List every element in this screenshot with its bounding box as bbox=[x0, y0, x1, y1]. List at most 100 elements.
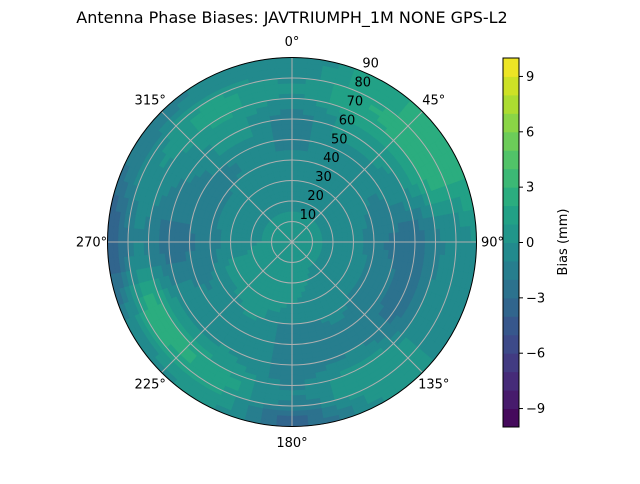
contour-cell bbox=[205, 234, 210, 242]
colorbar-tick-label: −3 bbox=[526, 291, 545, 306]
contour-cell bbox=[425, 242, 431, 254]
colorbar-label: Bias (mm) bbox=[556, 209, 571, 276]
contour-cell bbox=[292, 319, 299, 324]
angular-tick-label: 270° bbox=[76, 236, 107, 251]
contour-cell bbox=[284, 329, 292, 334]
contour-cell bbox=[210, 235, 215, 242]
contour-cell bbox=[279, 390, 292, 396]
contour-cell bbox=[280, 375, 292, 381]
colorbar-tick-label: 9 bbox=[526, 70, 534, 85]
contour-cell bbox=[440, 242, 446, 255]
contour-cell bbox=[292, 410, 307, 416]
radial-tick-label: 70 bbox=[347, 94, 364, 109]
contour-cell bbox=[353, 242, 358, 248]
colorbar-band bbox=[503, 279, 519, 298]
colorbar-band bbox=[503, 150, 519, 169]
contour-cell bbox=[284, 334, 292, 339]
contour-cell bbox=[369, 242, 374, 249]
contour-cell bbox=[282, 124, 292, 130]
radial-tick-label: 50 bbox=[331, 132, 348, 147]
contour-cell bbox=[292, 354, 302, 360]
contour-cell bbox=[286, 303, 292, 308]
colorbar-tick-label: 6 bbox=[526, 125, 534, 140]
contour-cell bbox=[154, 230, 160, 242]
contour-cell bbox=[292, 293, 297, 298]
polar-grid bbox=[108, 58, 477, 427]
contour-cell bbox=[379, 242, 384, 250]
contour-cell bbox=[285, 165, 292, 170]
colorbar-band bbox=[503, 353, 519, 372]
contour-cell bbox=[292, 390, 305, 396]
contour-cell bbox=[292, 303, 298, 308]
angular-tick-label: 315° bbox=[135, 94, 166, 109]
contour-cell bbox=[283, 339, 292, 344]
colorbar-band bbox=[503, 187, 519, 206]
angular-tick-label: 225° bbox=[135, 377, 166, 392]
contour-cell bbox=[231, 242, 236, 247]
colorbar-band bbox=[503, 58, 519, 77]
contour-cell bbox=[292, 395, 306, 401]
radial-tick-label: 30 bbox=[315, 170, 332, 185]
contour-cell bbox=[292, 370, 304, 376]
contour-cell bbox=[287, 298, 292, 303]
contour-cell bbox=[284, 150, 292, 155]
radial-tick-label: 20 bbox=[307, 189, 324, 204]
colorbar-band bbox=[503, 243, 519, 262]
contour-cell bbox=[358, 236, 363, 242]
colorbar-band bbox=[503, 372, 519, 391]
contour-cell bbox=[284, 145, 292, 150]
contour-cell bbox=[425, 230, 431, 242]
colorbar-band bbox=[503, 169, 519, 188]
contour-cell bbox=[286, 308, 292, 313]
contour-cell bbox=[282, 354, 292, 360]
contour-cell bbox=[338, 238, 343, 242]
contour-cell bbox=[280, 104, 292, 110]
contour-cell bbox=[225, 242, 230, 248]
contour-cell bbox=[210, 242, 215, 249]
contour-cell bbox=[292, 308, 298, 313]
angular-tick-label: 45° bbox=[422, 94, 445, 109]
contour-cell bbox=[292, 278, 296, 283]
contour-cell bbox=[379, 234, 384, 242]
contour-cell bbox=[287, 186, 292, 191]
contour-cell bbox=[292, 334, 300, 339]
contour-cell bbox=[348, 237, 353, 242]
contour-cell bbox=[236, 242, 241, 247]
contour-cell bbox=[288, 191, 292, 196]
contour-cell bbox=[286, 175, 292, 180]
contour-cell bbox=[292, 124, 302, 130]
contour-cell bbox=[215, 235, 220, 242]
contour-cell bbox=[280, 109, 292, 115]
contour-cell bbox=[190, 233, 195, 242]
contour-cell bbox=[154, 242, 160, 254]
contour-cell bbox=[118, 242, 124, 257]
contour-cell bbox=[292, 181, 297, 186]
contour-cell bbox=[215, 242, 220, 249]
contour-cell bbox=[138, 242, 144, 255]
contour-cell bbox=[285, 319, 292, 324]
colorbar-band bbox=[503, 261, 519, 280]
radial-tick-label: 40 bbox=[323, 151, 340, 166]
contour-cell bbox=[284, 324, 292, 329]
contour-cell bbox=[384, 242, 389, 250]
contour-cell bbox=[292, 165, 299, 170]
contour-cell bbox=[287, 293, 292, 298]
contour-cell bbox=[353, 236, 358, 242]
contour-cell bbox=[460, 227, 466, 242]
contour-cell bbox=[369, 235, 374, 242]
contour-cell bbox=[292, 313, 299, 318]
contour-cell bbox=[440, 229, 446, 242]
contour-cell bbox=[133, 228, 139, 242]
colorbar-tick-label: 0 bbox=[526, 236, 534, 251]
contour-cell bbox=[285, 160, 292, 165]
contour-cell bbox=[236, 237, 241, 242]
contour-cell bbox=[278, 83, 292, 89]
contour-cell bbox=[285, 313, 292, 318]
contour-cell bbox=[460, 242, 466, 257]
contour-cell bbox=[288, 201, 292, 206]
contour-cell bbox=[220, 242, 225, 248]
contour-cell bbox=[399, 232, 405, 242]
colorbar-tick-label: −6 bbox=[526, 347, 545, 362]
contour-cell bbox=[363, 242, 368, 249]
contour-cell bbox=[296, 292, 301, 298]
